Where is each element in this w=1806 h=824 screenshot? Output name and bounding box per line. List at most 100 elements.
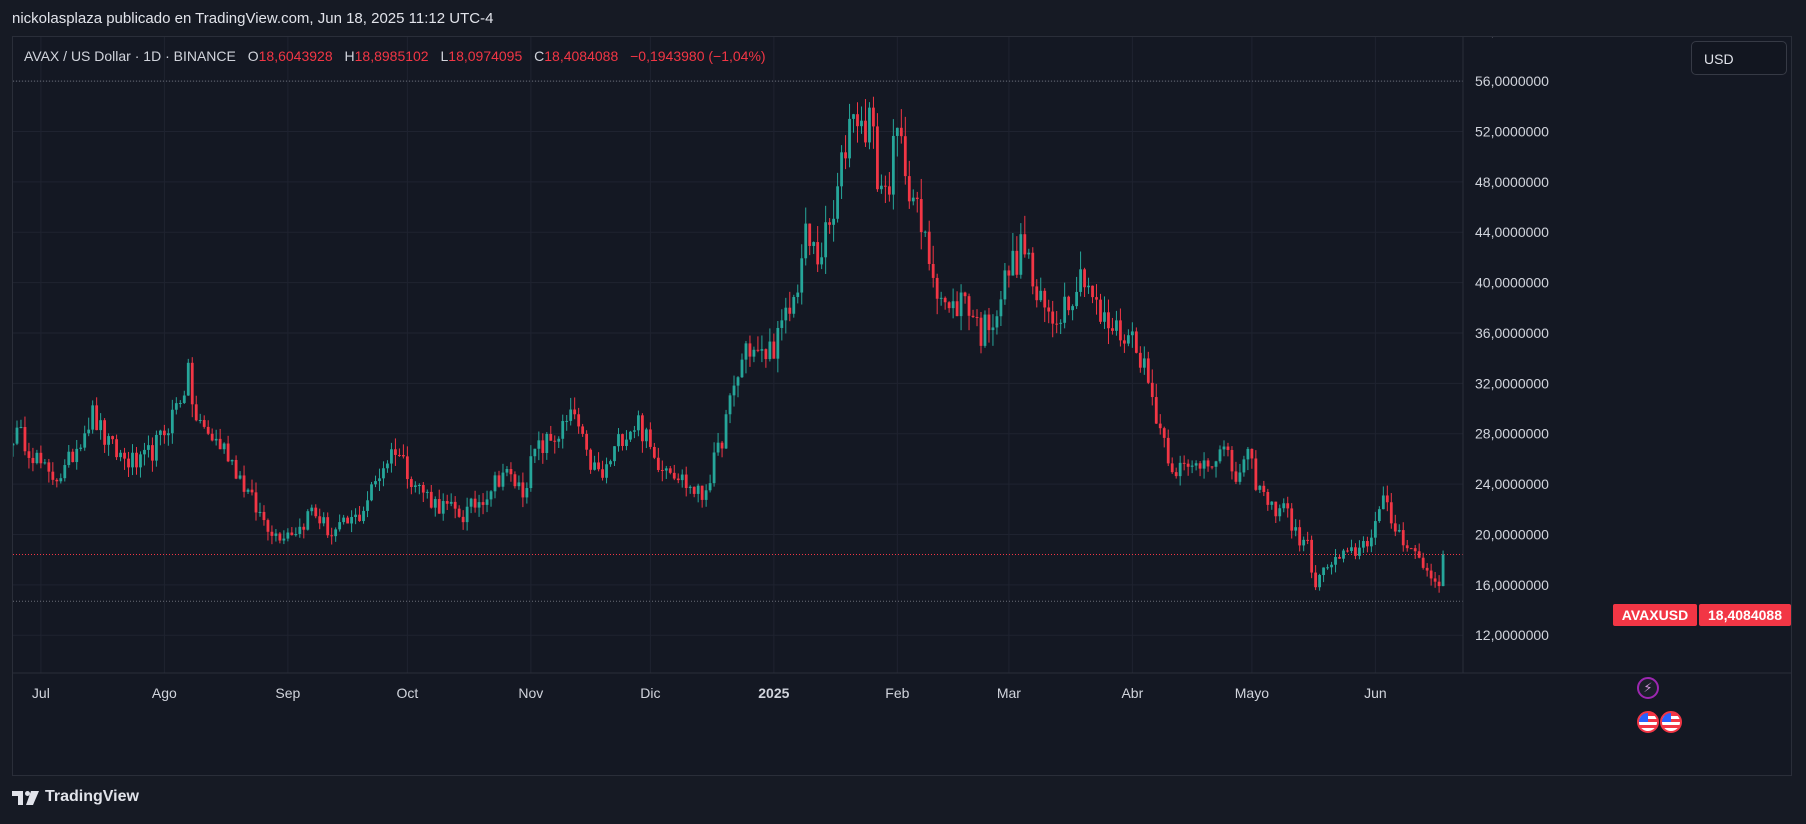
- candle: [1294, 519, 1298, 537]
- candle: [274, 528, 278, 542]
- candle-body: [648, 429, 652, 447]
- candle: [194, 395, 198, 422]
- time-axis[interactable]: Jul Ago Sep Oct Nov Dic 2025 Feb Mar Abr Mayo Jun: [32, 685, 1387, 701]
- candle-body: [613, 446, 616, 462]
- candle-body: [1393, 523, 1397, 532]
- candle: [1111, 317, 1114, 335]
- tradingview-logo-icon[interactable]: [12, 790, 40, 806]
- candle-body: [123, 452, 126, 459]
- candle: [999, 290, 1003, 327]
- candle-body: [593, 462, 596, 470]
- candle: [123, 447, 126, 470]
- candle-body: [1397, 530, 1401, 532]
- candle-body: [501, 472, 505, 487]
- candle: [581, 423, 585, 437]
- candle: [967, 293, 971, 331]
- candle-body: [1186, 463, 1190, 467]
- candle: [1322, 567, 1325, 583]
- candle-body: [1234, 471, 1238, 482]
- footer-brand[interactable]: TradingView: [45, 788, 139, 805]
- candle: [505, 466, 509, 477]
- candle: [262, 505, 266, 526]
- candle-body: [47, 462, 51, 472]
- candle: [1146, 351, 1150, 385]
- candle-body: [629, 431, 632, 440]
- candle-body: [258, 511, 262, 513]
- candle: [1334, 549, 1337, 573]
- candle-body: [453, 501, 457, 509]
- candle-body: [358, 514, 361, 522]
- candle: [1099, 293, 1102, 325]
- candle: [820, 242, 824, 270]
- us-flag-icon[interactable]: [1660, 711, 1682, 733]
- candle-body: [170, 409, 174, 434]
- candle-body: [832, 218, 835, 225]
- close-label: C: [534, 48, 545, 64]
- candle-body: [210, 433, 214, 441]
- candle: [557, 436, 561, 448]
- candle: [1182, 455, 1186, 471]
- candle-body: [1178, 462, 1182, 477]
- candle-body: [983, 314, 987, 346]
- candle-body: [1262, 485, 1266, 492]
- symbol-title[interactable]: AVAX / US Dollar · 1D · BINANCE: [24, 48, 236, 64]
- candle: [186, 358, 190, 396]
- candle-body: [919, 199, 923, 233]
- chart-pane[interactable]: 12,0000000 16,0000000 20,0000000 24,0000000…: [12, 36, 1792, 776]
- price-tick-label: 36,0000000: [1475, 325, 1549, 341]
- candle-body: [955, 301, 959, 317]
- candle: [860, 106, 863, 134]
- candle: [1091, 285, 1094, 304]
- candle: [87, 417, 91, 437]
- candle-body: [95, 405, 99, 431]
- candle-body: [609, 461, 612, 465]
- candle: [390, 442, 393, 473]
- candle-body: [1095, 297, 1098, 300]
- candle-body: [127, 458, 130, 468]
- candle-body: [688, 486, 692, 489]
- lightning-icon[interactable]: ⚡: [1637, 677, 1659, 699]
- candle-body: [1198, 463, 1202, 469]
- candle-body: [824, 222, 828, 258]
- candle: [644, 427, 648, 449]
- price-axis[interactable]: 12,0000000 16,0000000 20,0000000 24,0000000…: [1475, 37, 1549, 643]
- candle-body: [1226, 446, 1230, 450]
- candle: [481, 493, 485, 515]
- candle-body: [230, 459, 234, 462]
- candle: [816, 226, 820, 273]
- candle: [39, 445, 43, 469]
- candle: [485, 490, 489, 513]
- currency-button[interactable]: USD: [1691, 41, 1787, 75]
- candle-body: [1250, 448, 1254, 459]
- candle-body: [1338, 556, 1341, 559]
- candle: [166, 428, 170, 446]
- candle-body: [505, 469, 509, 473]
- candle: [1067, 295, 1071, 316]
- candle: [995, 310, 999, 335]
- candle-body: [1035, 286, 1039, 301]
- candle: [1095, 284, 1098, 315]
- candle: [286, 528, 290, 542]
- candle-body: [158, 430, 162, 435]
- price-tick-label: 24,0000000: [1475, 476, 1549, 492]
- candle-body: [119, 452, 122, 458]
- candle: [832, 200, 835, 242]
- candle: [178, 400, 182, 408]
- candle-body: [266, 520, 270, 532]
- candle-body: [63, 465, 67, 479]
- candle-body: [31, 457, 35, 464]
- candle-body: [1401, 530, 1405, 546]
- candle: [1393, 514, 1397, 537]
- candlestick-chart[interactable]: 12,0000000 16,0000000 20,0000000 24,0000000…: [13, 37, 1791, 775]
- candle: [601, 460, 604, 481]
- us-flag-icon[interactable]: [1637, 711, 1659, 733]
- candle: [509, 462, 513, 482]
- candle: [792, 294, 796, 318]
- candle: [577, 407, 581, 434]
- candle: [971, 309, 975, 319]
- candle: [282, 530, 286, 545]
- candle-body: [744, 343, 748, 360]
- price-tick-label: 60,0000000: [1475, 37, 1549, 39]
- candle: [1138, 346, 1142, 373]
- candle: [310, 504, 314, 516]
